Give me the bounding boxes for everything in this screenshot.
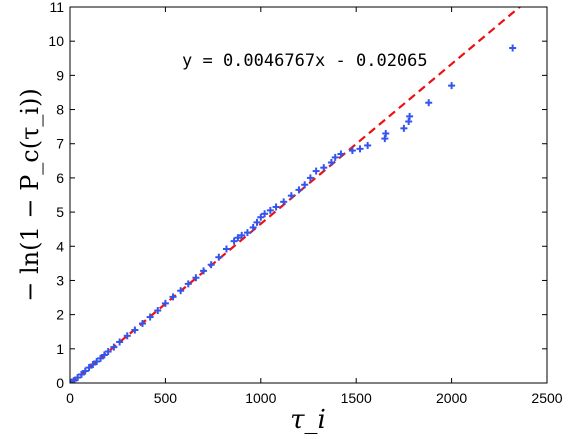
data-point: [280, 198, 288, 206]
data-point: [169, 293, 177, 301]
data-point: [207, 261, 215, 269]
data-point: [400, 124, 408, 132]
data-point: [123, 332, 131, 340]
y-tick-label: 10: [48, 33, 64, 49]
y-tick-label: 8: [56, 102, 64, 118]
data-point: [192, 274, 200, 282]
y-axis-label: − ln(1 − P_c(τ_i)): [16, 88, 44, 302]
data-point: [327, 159, 335, 167]
y-tick-label: 4: [56, 238, 64, 254]
data-point: [287, 192, 295, 200]
y-tick-label: 5: [56, 204, 64, 220]
data-point: [77, 370, 85, 378]
data-point: [110, 343, 118, 351]
data-point: [348, 147, 356, 155]
data-point: [306, 174, 314, 182]
x-tick-label: 0: [66, 390, 74, 406]
data-point: [272, 203, 280, 211]
data-point: [230, 237, 238, 245]
data-point: [85, 364, 93, 372]
y-tick-label: 7: [56, 136, 64, 152]
data-point: [448, 82, 456, 90]
data-point: [215, 253, 223, 261]
data-point: [222, 245, 230, 253]
fit-equation-annotation: y = 0.0046767x - 0.02065: [182, 51, 428, 71]
data-point: [200, 267, 208, 275]
data-point: [261, 210, 269, 218]
data-point: [253, 218, 261, 226]
data-point: [139, 320, 147, 328]
x-axis-label: τ_i: [290, 405, 326, 435]
data-point: [184, 280, 192, 288]
data-point: [406, 112, 414, 120]
data-point: [425, 99, 433, 107]
data-point: [243, 229, 251, 237]
data-point: [154, 307, 162, 315]
data-point: [104, 348, 112, 356]
data-point: [97, 354, 105, 362]
data-point: [131, 326, 139, 334]
data-point: [331, 153, 339, 161]
y-tick-label: 2: [56, 307, 64, 323]
y-tick-label: 3: [56, 272, 64, 288]
y-tick-label: 6: [56, 170, 64, 186]
data-point: [234, 234, 242, 242]
data-point: [116, 338, 124, 346]
data-point: [337, 150, 345, 158]
data-point: [382, 129, 390, 137]
data-point: [364, 141, 372, 149]
data-point: [146, 313, 154, 321]
data-point: [161, 299, 169, 307]
x-tick-label: 1500: [341, 390, 372, 406]
data-point: [89, 361, 97, 369]
data-point: [320, 164, 328, 172]
data-point: [295, 186, 303, 194]
data-point: [301, 181, 309, 189]
data-point: [93, 357, 101, 365]
x-tick-label: 2000: [436, 390, 467, 406]
y-tick-label: 9: [56, 67, 64, 83]
data-point: [74, 374, 82, 382]
data-point: [356, 145, 364, 153]
data-point: [312, 167, 320, 175]
plot-frame: [69, 6, 548, 384]
x-tick-label: 500: [154, 390, 178, 406]
data-point: [81, 367, 89, 375]
data-point: [100, 351, 108, 359]
x-tick-label: 1000: [245, 390, 276, 406]
y-tick-label: 1: [56, 341, 64, 357]
data-point: [257, 213, 265, 221]
data-point: [266, 206, 274, 214]
data-point: [249, 223, 257, 231]
data-point: [238, 231, 246, 239]
data-point: [177, 287, 185, 295]
x-tick-label: 2500: [531, 390, 562, 406]
data-point: [509, 44, 517, 52]
y-tick-label: 11: [49, 0, 64, 15]
y-tick-label: 0: [56, 375, 64, 391]
